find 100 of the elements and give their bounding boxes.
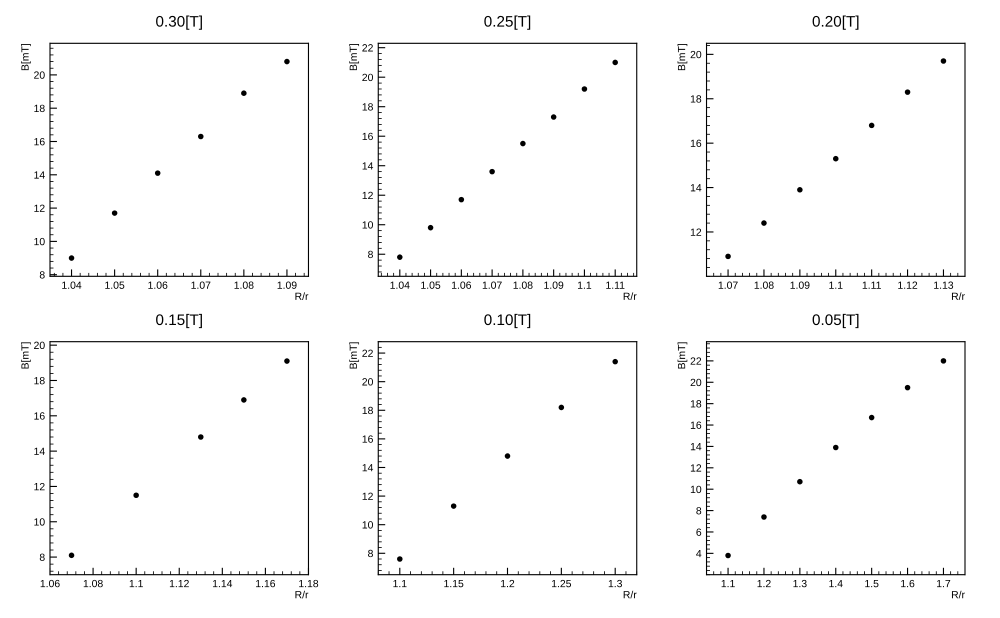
y-tick-label: 4: [696, 550, 702, 558]
y-tick-label: 10: [362, 521, 373, 529]
y-axis-title: B[mT]: [21, 44, 31, 70]
point: [68, 552, 74, 558]
x-tick-label: 1.07: [482, 282, 502, 289]
y-tick-label: 20: [362, 378, 373, 386]
x-tick-label: 1.08: [84, 580, 103, 588]
y-tick-label: 14: [362, 162, 374, 170]
point: [612, 60, 618, 66]
point: [504, 453, 510, 459]
point: [550, 114, 556, 120]
x-tick-label: 1.1: [130, 580, 143, 588]
x-tick-label: 1.09: [544, 282, 564, 289]
y-tick-label: 18: [362, 406, 373, 414]
y-tick-label: 10: [34, 238, 45, 246]
x-tick-label: 1.7: [937, 580, 950, 588]
point: [582, 86, 588, 92]
x-axis-title: R/r: [952, 590, 965, 598]
x-tick-label: 1.1: [393, 580, 407, 588]
x-tick-label: 1.12: [170, 580, 189, 588]
point: [241, 397, 247, 403]
point: [832, 444, 839, 450]
x-tick-label: 1.06: [148, 282, 168, 289]
y-axis-title: B[mT]: [21, 342, 31, 369]
chart-title: 0.05[T]: [812, 314, 858, 328]
y-tick-label: 16: [690, 422, 702, 429]
chart-title: 0.25[T]: [484, 16, 530, 30]
chart-title: 0.15[T]: [156, 314, 202, 328]
point: [284, 358, 290, 364]
x-tick-label: 1.2: [501, 580, 514, 588]
x-tick-label: 1.11: [862, 282, 881, 289]
point: [940, 358, 946, 364]
point: [112, 210, 118, 216]
x-tick-label: 1.25: [552, 580, 572, 588]
y-tick-label: 14: [34, 448, 45, 455]
point: [458, 196, 464, 202]
x-tick-label: 1.11: [606, 282, 624, 289]
y-tick-label: 12: [362, 192, 373, 199]
point: [832, 156, 839, 162]
point: [725, 254, 731, 260]
x-tick-label: 1.1: [829, 282, 842, 289]
y-tick-label: 14: [34, 171, 45, 179]
y-tick-label: 20: [34, 71, 45, 79]
y-tick-label: 10: [362, 221, 373, 229]
x-tick-label: 1.05: [421, 282, 440, 289]
y-tick-label: 20: [690, 378, 702, 386]
x-tick-label: 1.3: [793, 580, 807, 588]
y-tick-label: 12: [34, 204, 45, 212]
point: [198, 134, 204, 140]
y-tick-label: 14: [690, 443, 702, 450]
y-tick-label: 22: [362, 44, 373, 52]
point: [68, 255, 74, 261]
y-tick-label: 22: [690, 357, 702, 365]
x-tick-label: 1.1: [722, 580, 735, 588]
y-axis-title: B[mT]: [349, 342, 360, 369]
point: [450, 503, 456, 509]
y-tick-label: 14: [690, 184, 702, 192]
x-tick-label: 1.16: [256, 580, 276, 588]
x-tick-label: 1.08: [234, 282, 254, 289]
chart-title: 0.10[T]: [484, 314, 530, 328]
x-tick-label: 1.06: [40, 580, 60, 588]
y-tick-label: 22: [362, 350, 373, 357]
x-axis-title: R/r: [952, 292, 965, 300]
y-tick-label: 20: [34, 342, 45, 350]
y-tick-label: 8: [368, 250, 373, 258]
x-tick-label: 1.3: [608, 580, 622, 588]
point: [489, 168, 495, 174]
x-tick-label: 1.1: [578, 282, 592, 289]
y-axis-title: B[mT]: [678, 44, 688, 70]
x-tick-label: 1.13: [934, 282, 954, 289]
point: [520, 140, 526, 146]
x-tick-label: 1.08: [754, 282, 774, 289]
point: [761, 220, 767, 226]
x-tick-label: 1.04: [390, 282, 410, 289]
x-tick-label: 1.4: [829, 580, 843, 588]
x-tick-label: 1.09: [790, 282, 810, 289]
point: [868, 414, 874, 420]
point: [797, 478, 803, 484]
y-tick-label: 20: [690, 50, 702, 58]
point: [133, 492, 139, 498]
point: [154, 170, 160, 176]
y-tick-label: 18: [690, 95, 702, 103]
point: [397, 254, 403, 260]
y-tick-label: 10: [690, 486, 702, 494]
y-tick-label: 12: [690, 228, 702, 236]
y-tick-label: 8: [696, 507, 702, 514]
point: [284, 58, 290, 64]
x-tick-label: 1.2: [758, 580, 771, 588]
y-tick-label: 18: [34, 376, 45, 384]
y-tick-label: 8: [368, 550, 373, 558]
chart-title: 0.20[T]: [812, 16, 858, 30]
y-tick-label: 12: [362, 492, 373, 500]
point: [868, 122, 874, 128]
y-tick-label: 18: [34, 104, 45, 112]
y-tick-label: 16: [362, 132, 373, 140]
x-axis-title: R/r: [624, 292, 637, 300]
point: [397, 556, 403, 562]
y-tick-label: 18: [690, 400, 702, 408]
y-tick-label: 8: [40, 271, 45, 279]
y-tick-label: 6: [696, 528, 702, 536]
